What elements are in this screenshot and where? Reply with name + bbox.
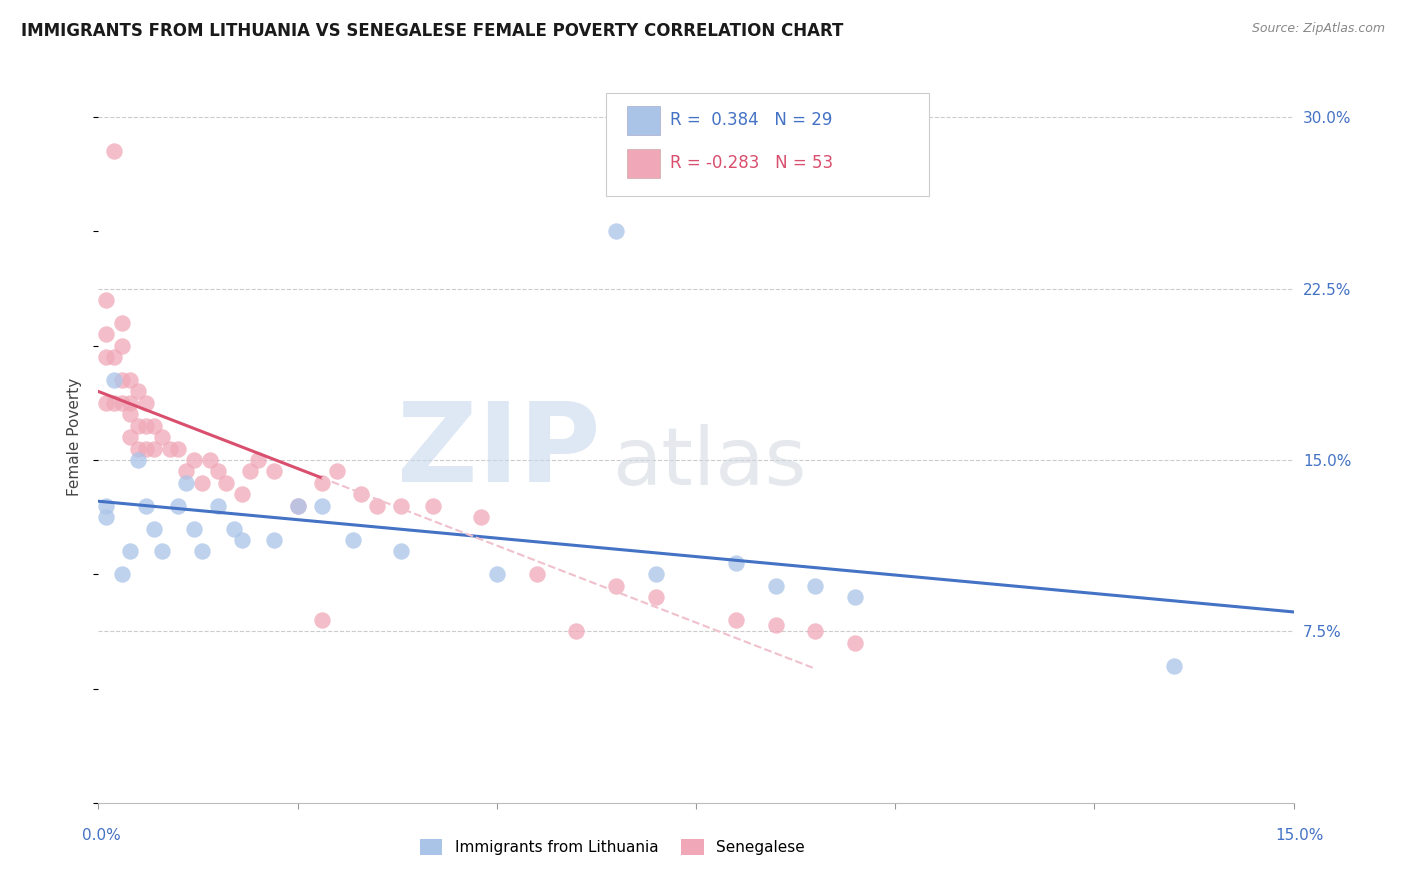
Point [222,521,245,535]
Point [127,384,149,399]
Point [724,556,747,570]
Point [263,533,285,547]
Point [239,464,262,478]
Point [167,499,190,513]
Point [231,533,253,547]
Point [287,499,309,513]
Point [191,475,214,490]
Point [120,430,142,444]
Point [565,624,588,639]
Point [111,396,134,410]
Point [389,499,412,513]
Point [470,510,492,524]
Point [135,396,157,410]
Point [135,499,157,513]
Point [246,453,269,467]
Point [183,453,205,467]
Point [207,464,229,478]
Point [143,521,166,535]
Point [389,544,412,558]
Point [127,453,149,467]
Point [804,624,827,639]
Bar [627,106,661,135]
Point [111,316,134,330]
Point [103,373,125,387]
Point [366,499,388,513]
Point [804,579,827,593]
Point [215,475,238,490]
Point [143,418,166,433]
Text: 15.0%: 15.0% [1275,829,1323,843]
Point [844,636,866,650]
Point [150,544,173,558]
Point [183,521,205,535]
Point [198,453,221,467]
Point [111,338,134,352]
Point [174,464,197,478]
Point [159,442,181,456]
Point [127,418,149,433]
Point [96,510,118,524]
Bar [627,149,661,178]
Point [263,464,285,478]
Y-axis label: Female Poverty: Female Poverty [67,378,83,496]
Text: 0.0%: 0.0% [82,829,121,843]
Text: atlas: atlas [613,424,807,501]
Point [311,613,333,627]
Point [231,487,253,501]
Point [287,499,309,513]
Point [96,327,118,342]
Point [135,442,157,456]
Point [605,224,627,238]
Point [765,617,787,632]
Text: IMMIGRANTS FROM LITHUANIA VS SENEGALESE FEMALE POVERTY CORRELATION CHART: IMMIGRANTS FROM LITHUANIA VS SENEGALESE … [21,22,844,40]
Point [311,499,333,513]
Point [103,350,125,364]
Point [311,475,333,490]
Point [96,350,118,364]
Point [150,430,173,444]
Point [645,567,668,582]
Point [96,499,118,513]
Point [111,567,134,582]
Point [103,396,125,410]
Point [342,533,364,547]
Point [111,373,134,387]
Legend: Immigrants from Lithuania, Senegalese: Immigrants from Lithuania, Senegalese [413,833,811,861]
Point [485,567,508,582]
Point [120,396,142,410]
Point [724,613,747,627]
Point [526,567,548,582]
Point [1163,658,1185,673]
Point [174,475,197,490]
Point [143,442,166,456]
Point [120,407,142,421]
Point [350,487,373,501]
Point [167,442,190,456]
Text: R =  0.384   N = 29: R = 0.384 N = 29 [669,112,832,129]
Point [605,579,627,593]
Point [103,145,125,159]
Point [96,293,118,307]
Point [645,590,668,604]
Point [127,442,149,456]
Point [135,418,157,433]
Text: R = -0.283   N = 53: R = -0.283 N = 53 [669,154,832,172]
Point [207,499,229,513]
Point [422,499,444,513]
Point [120,544,142,558]
Point [765,579,787,593]
Point [326,464,349,478]
Point [191,544,214,558]
Point [844,590,866,604]
Text: Source: ZipAtlas.com: Source: ZipAtlas.com [1251,22,1385,36]
Point [120,373,142,387]
Point [96,396,118,410]
FancyBboxPatch shape [606,94,929,195]
Text: ZIP: ZIP [396,398,600,505]
